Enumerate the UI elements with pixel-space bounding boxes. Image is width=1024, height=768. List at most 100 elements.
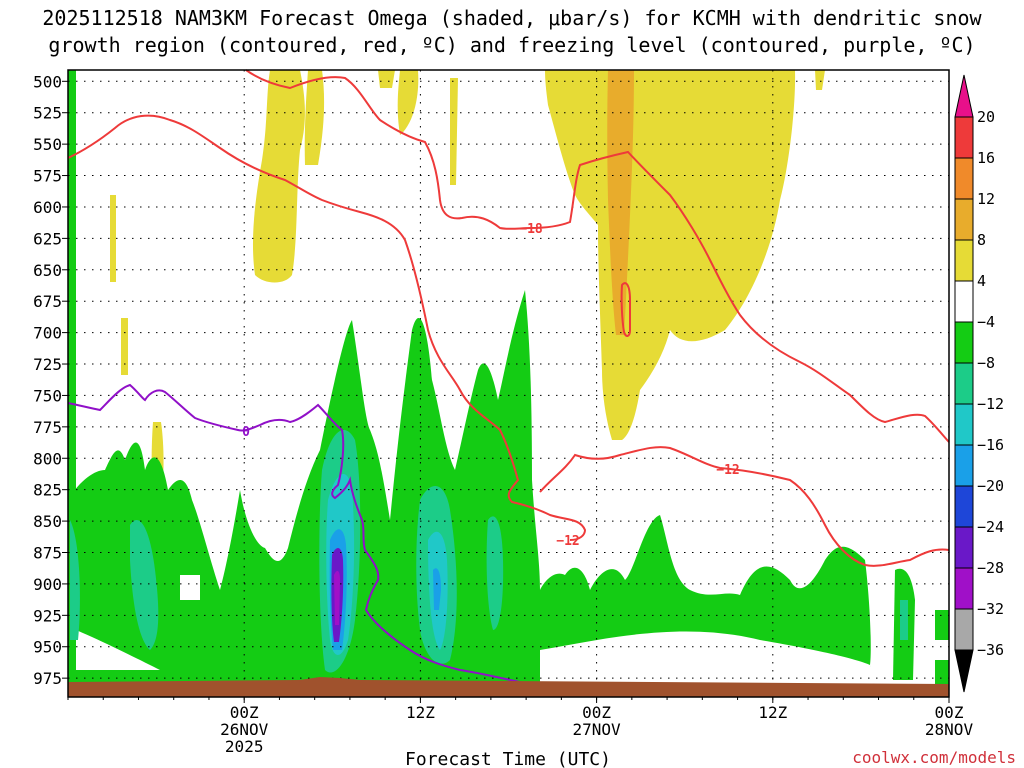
omega-sinking-region [110,195,116,282]
colorbar-tick-label: −16 [977,436,1004,454]
colorbar-tick-label: −28 [977,559,1004,577]
y-tick-label: 675 [33,292,62,311]
colorbar-bin [954,321,974,364]
y-tick-label: 925 [33,606,62,625]
x-tick-label: 2025 [225,737,264,756]
plot-frame [67,69,950,698]
colorbar-bin [954,608,974,651]
y-tick-label: 875 [33,544,62,563]
colorbar-tick-label: −4 [977,313,995,331]
dgz-contours: −18 −12 −12 [67,69,950,567]
x-tick-label: 00Z [230,703,259,722]
colorbar: 20 16 12 8 4 −4 −8 −12 −16 −20 −24 −28 −32 −36 [954,74,1004,693]
x-tick-label: 12Z [406,703,435,722]
x-tick-label: 00Z [935,703,964,722]
colorbar-bin [954,157,974,200]
omega-sinking-region [378,70,395,88]
colorbar-tick-label: −8 [977,354,995,372]
y-tick-label: 975 [33,669,62,688]
colorbar-bin [954,485,974,528]
colorbar-bin [954,444,974,487]
colorbar-tick-label: 20 [977,108,995,126]
omega-neutral-gap [180,575,200,600]
x-tick-label: 12Z [758,703,787,722]
omega-strong-rising-core [486,516,504,630]
contour-label: −12 [716,463,739,478]
x-tick-label: 26NOV [220,720,269,739]
x-tick-label: 00Z [582,703,611,722]
freezing-level-contour: 0 [67,383,526,684]
y-tick-label: 650 [33,261,62,280]
contour-label: −12 [556,534,579,549]
y-tick-label: 550 [33,135,62,154]
freezing-level-line [67,383,526,684]
plot-area: −18 −12 −12 0 [67,69,950,698]
omega-neutral-gap [540,631,870,690]
omega-shading [68,70,949,690]
x-axis-title: Forecast Time (UTC) [405,749,611,768]
omega-strong-rising-core [433,568,441,610]
chart-title-line-2: growth region (contoured, red, ºC) and f… [48,33,975,57]
credit-text: coolwx.com/models [852,748,1016,767]
dgz-contour-minus12-mid [539,446,950,567]
colorbar-bin [954,362,974,405]
y-tick-label: 775 [33,418,62,437]
colorbar-tick-label: −24 [977,518,1004,536]
colorbar-overflow-bottom [954,649,974,693]
colorbar-bin [954,239,974,282]
terrain-band [68,677,949,697]
y-tick-label: 525 [33,104,62,123]
omega-sinking-region [121,318,128,375]
contour-label: 0 [242,425,250,440]
y-tick-label: 500 [33,72,62,91]
y-tick-label: 825 [33,481,62,500]
y-tick-label: 750 [33,386,62,405]
y-axis: 500 525 550 575 600 625 650 675 700 725 750 775 800 8… [33,72,68,688]
colorbar-bin [954,403,974,446]
omega-sinking-region [397,70,419,135]
omega-rising-region [935,610,949,640]
colorbar-bin [954,526,974,569]
dgz-contour-minus12-upper [67,114,587,541]
colorbar-bin [954,280,974,323]
colorbar-overflow-top [954,74,974,118]
colorbar-tick-label: 12 [977,190,995,208]
colorbar-tick-label: 4 [977,272,986,290]
colorbar-tick-label: 16 [977,149,995,167]
y-tick-label: 725 [33,355,62,374]
colorbar-bin [954,198,974,241]
y-tick-label: 900 [33,575,62,594]
omega-neutral-gap [76,630,160,670]
colorbar-tick-label: −20 [977,477,1004,495]
omega-sinking-region [607,70,634,335]
gridlines [68,70,950,697]
colorbar-bin [954,116,974,159]
omega-strong-rising-core [130,520,159,650]
omega-sinking-region [304,70,325,165]
y-tick-label: 800 [33,449,62,468]
colorbar-tick-label: −32 [977,600,1004,618]
colorbar-tick-label: −36 [977,641,1004,659]
y-tick-label: 700 [33,324,62,343]
colorbar-tick-label: −12 [977,395,1004,413]
chart-title-line-1: 2025112518 NAM3KM Forecast Omega (shaded… [42,6,982,30]
x-tick-label: 27NOV [573,720,622,739]
omega-sinking-region [252,70,305,283]
colorbar-tick-label: 8 [977,231,986,249]
omega-sinking-region [450,78,458,185]
x-tick-label: 28NOV [925,720,974,739]
omega-strong-rising-core [900,600,908,640]
contour-label: −18 [519,222,543,237]
colorbar-bin [954,567,974,610]
omega-rising-region [935,660,949,685]
y-tick-label: 950 [33,638,62,657]
omega-sinking-region [815,70,825,90]
omega-strong-rising-core [334,570,340,625]
y-tick-label: 850 [33,512,62,531]
y-tick-label: 625 [33,229,62,248]
y-tick-label: 575 [33,167,62,186]
omega-strong-rising-core [70,520,80,640]
dgz-contour-minus12-small [620,282,631,337]
